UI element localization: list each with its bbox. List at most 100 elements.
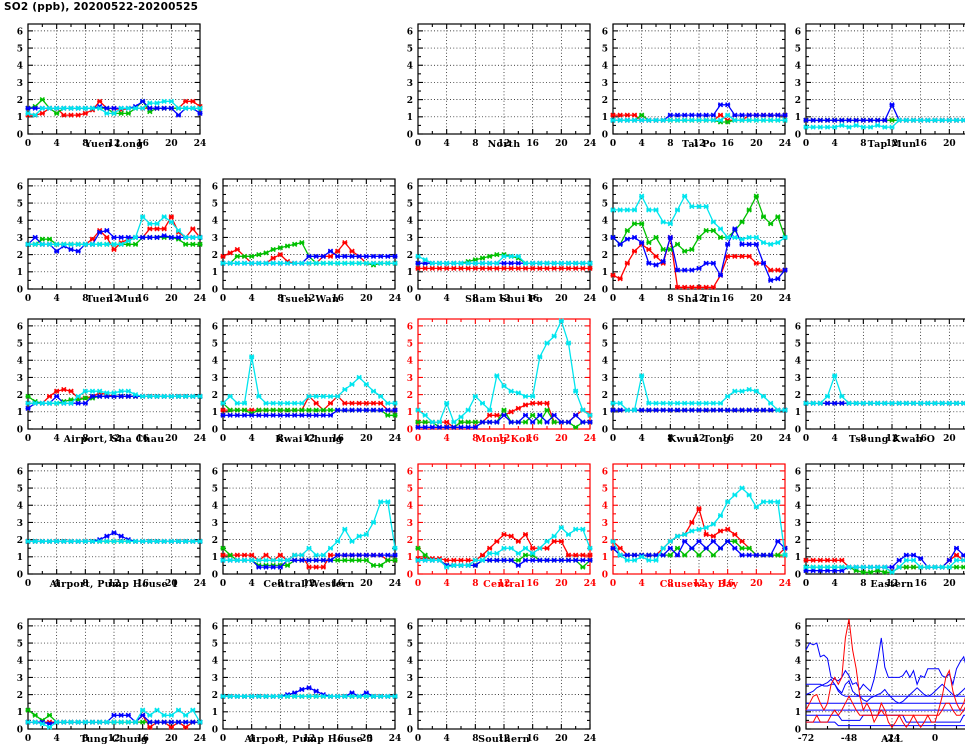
svg-text:0: 0 [795, 725, 801, 735]
svg-text:5: 5 [212, 199, 218, 209]
panel-label: Tai Po [681, 139, 717, 150]
svg-text:1: 1 [17, 113, 23, 123]
svg-text:16: 16 [721, 294, 734, 304]
panel-north: 0 1 2 3 4 5 6 0 4 8 12 16 20 24 North [407, 22, 596, 158]
svg-text:8: 8 [82, 139, 88, 149]
svg-text:1: 1 [407, 113, 413, 123]
svg-text:8: 8 [472, 294, 478, 304]
svg-text:5: 5 [17, 199, 23, 209]
svg-text:4: 4 [17, 217, 23, 227]
svg-text:12: 12 [693, 139, 706, 149]
svg-text:6: 6 [795, 622, 801, 632]
svg-text:6: 6 [602, 467, 608, 477]
svg-text:12: 12 [498, 139, 511, 149]
svg-text:8: 8 [667, 139, 673, 149]
svg-text:24: 24 [389, 294, 402, 304]
svg-text:6: 6 [212, 182, 218, 192]
svg-text:4: 4 [795, 657, 801, 667]
svg-text:2: 2 [795, 536, 801, 546]
svg-text:20: 20 [360, 579, 373, 589]
svg-text:20: 20 [165, 434, 178, 444]
panel-mong-kok: 0 1 2 3 4 5 6 0 4 8 12 16 20 24 Mong Kok [407, 317, 596, 453]
svg-text:1: 1 [407, 553, 413, 563]
svg-text:3: 3 [17, 519, 23, 529]
panel-label: Tseung Kwan O [848, 434, 936, 445]
svg-text:16: 16 [721, 139, 734, 149]
svg-text:5: 5 [212, 339, 218, 349]
svg-text:2: 2 [602, 96, 608, 106]
svg-text:20: 20 [165, 139, 178, 149]
svg-text:3: 3 [795, 519, 801, 529]
svg-text:24: 24 [389, 734, 402, 744]
svg-text:0: 0 [415, 579, 421, 589]
svg-text:6: 6 [407, 27, 413, 37]
svg-text:6: 6 [407, 182, 413, 192]
svg-text:0: 0 [602, 130, 608, 140]
panel-label: ALL [881, 734, 903, 745]
panel-yuen-long: 0 1 2 3 4 5 6 0 4 8 12 16 20 24 Yuen Long [17, 22, 206, 158]
svg-text:24: 24 [584, 139, 597, 149]
svg-text:4: 4 [444, 579, 450, 589]
svg-text:0: 0 [25, 139, 31, 149]
svg-text:12: 12 [886, 579, 899, 589]
svg-text:0: 0 [220, 294, 226, 304]
svg-text:2: 2 [17, 251, 23, 261]
svg-text:16: 16 [721, 434, 734, 444]
svg-text:3: 3 [407, 674, 413, 684]
svg-text:4: 4 [602, 62, 608, 72]
svg-text:12: 12 [693, 579, 706, 589]
svg-text:24: 24 [584, 579, 597, 589]
svg-text:3: 3 [407, 79, 413, 89]
panel-sham-shui-po: 0 1 2 3 4 5 6 0 4 8 12 16 20 24 Sham Shui Po [407, 177, 596, 313]
panel-label: Southern [478, 734, 530, 745]
svg-text:16: 16 [136, 579, 149, 589]
svg-text:16: 16 [136, 734, 149, 744]
svg-text:5: 5 [795, 484, 801, 494]
svg-text:6: 6 [795, 467, 801, 477]
svg-text:3: 3 [407, 519, 413, 529]
svg-text:6: 6 [407, 322, 413, 332]
svg-text:3: 3 [17, 374, 23, 384]
svg-text:4: 4 [17, 62, 23, 72]
svg-text:24: 24 [779, 294, 792, 304]
svg-text:6: 6 [212, 467, 218, 477]
svg-text:3: 3 [795, 674, 801, 684]
svg-text:16: 16 [331, 294, 344, 304]
panel-label: Tap Mun [867, 139, 917, 150]
svg-text:3: 3 [602, 519, 608, 529]
svg-text:2: 2 [407, 691, 413, 701]
svg-text:0: 0 [212, 425, 218, 435]
panel-tai-po: 0 1 2 3 4 5 6 0 4 8 12 16 20 24 Tai Po [602, 22, 791, 158]
svg-text:20: 20 [750, 434, 763, 444]
svg-text:4: 4 [54, 139, 60, 149]
svg-text:12: 12 [886, 434, 899, 444]
svg-text:1: 1 [17, 553, 23, 563]
svg-text:20: 20 [165, 734, 178, 744]
svg-text:4: 4 [54, 734, 60, 744]
svg-text:3: 3 [602, 234, 608, 244]
panel-sha-tin: 0 1 2 3 4 5 6 0 4 8 12 16 20 24 Sha Tin [602, 177, 791, 313]
panel-tap-mun: 012345604812162024Tap Mun [795, 22, 965, 158]
svg-text:1: 1 [407, 268, 413, 278]
svg-text:16: 16 [914, 434, 927, 444]
svg-text:20: 20 [555, 734, 568, 744]
svg-text:8: 8 [277, 579, 283, 589]
svg-text:3: 3 [795, 374, 801, 384]
panel-tsuen-wan: 0 1 2 3 4 5 6 0 4 8 12 16 20 24 Tsuen Wan [212, 177, 401, 313]
svg-text:4: 4 [602, 502, 608, 512]
svg-text:12: 12 [108, 579, 121, 589]
svg-text:1: 1 [212, 708, 218, 718]
svg-text:8: 8 [860, 434, 866, 444]
panel-label: Airport, Sha Chau [63, 434, 165, 445]
svg-text:2: 2 [17, 691, 23, 701]
svg-text:8: 8 [277, 434, 283, 444]
